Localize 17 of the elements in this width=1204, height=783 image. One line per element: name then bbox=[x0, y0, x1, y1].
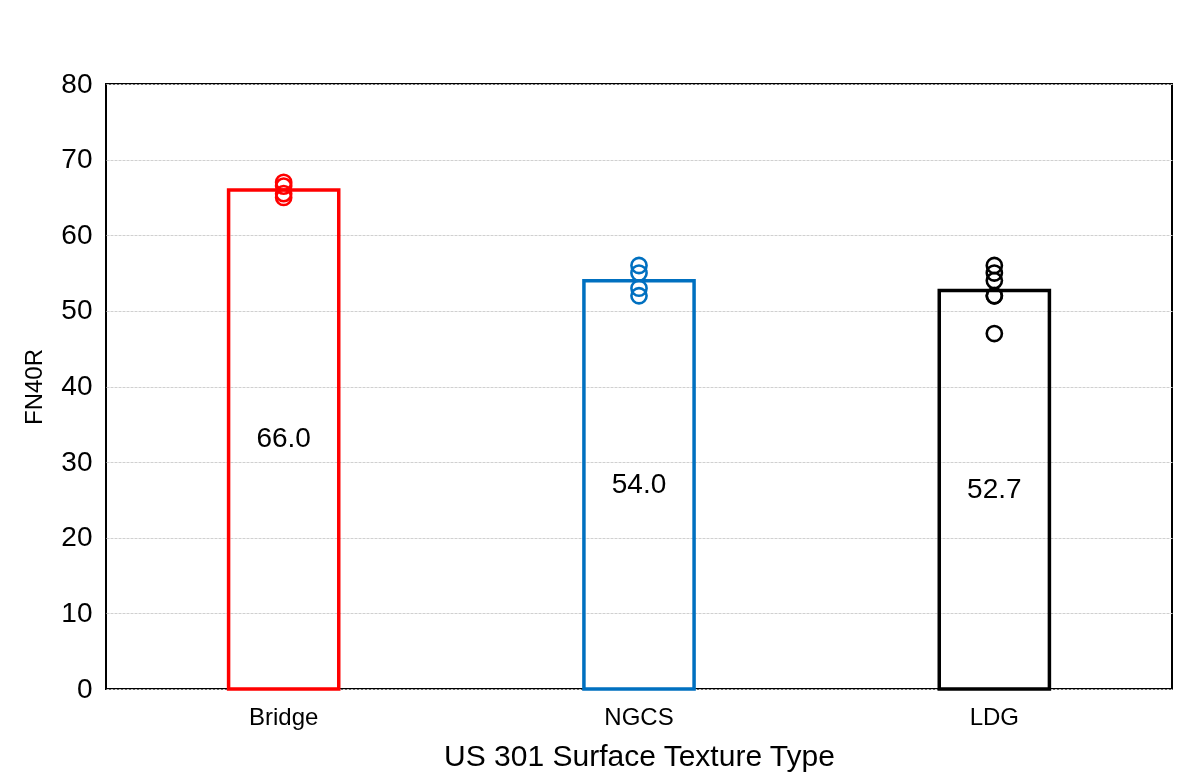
data-label: 66.0 bbox=[256, 422, 311, 454]
x-tick-label: Bridge bbox=[248, 702, 319, 730]
y-tick-label: 20 bbox=[61, 521, 93, 553]
y-tick-label: 10 bbox=[61, 596, 93, 628]
x-axis-title: US 301 Surface Texture Type bbox=[444, 738, 835, 772]
y-axis-title: FN40R bbox=[20, 348, 48, 426]
y-tick-label: 60 bbox=[61, 218, 93, 250]
y-tick-label: 80 bbox=[61, 67, 93, 99]
y-tick-label: 70 bbox=[61, 143, 93, 175]
y-tick-label: 0 bbox=[76, 672, 93, 704]
data-label: 54.0 bbox=[611, 467, 667, 499]
x-tick-label: LDG bbox=[969, 702, 1020, 730]
data-label: 52.7 bbox=[967, 472, 1022, 504]
x-tick-label: NGCS bbox=[604, 702, 674, 730]
y-tick-label: 30 bbox=[61, 445, 93, 477]
y-tick-label: 50 bbox=[61, 294, 93, 326]
y-tick-label: 40 bbox=[61, 370, 93, 401]
